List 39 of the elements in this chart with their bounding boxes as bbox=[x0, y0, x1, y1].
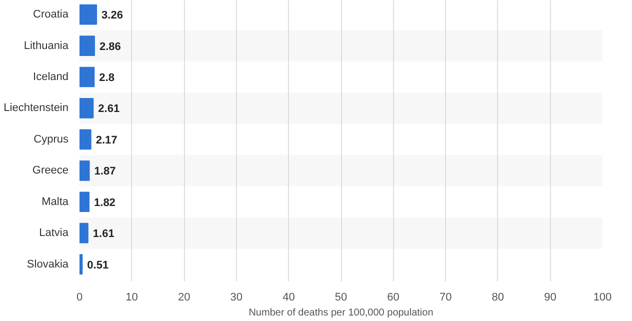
bar bbox=[80, 254, 83, 275]
data-label: 2.8 bbox=[99, 72, 114, 84]
bar bbox=[80, 222, 88, 244]
y-tick-label: Greece bbox=[32, 164, 69, 177]
x-tick-label: 20 bbox=[178, 292, 190, 304]
y-tick-label: Lithuania bbox=[24, 40, 70, 52]
data-label: 2.61 bbox=[98, 103, 120, 116]
bar bbox=[80, 192, 90, 212]
data-label: 2.86 bbox=[99, 40, 121, 53]
x-tick-label: 60 bbox=[387, 292, 400, 304]
x-tick-label: 0 bbox=[76, 292, 83, 304]
y-tick-label: Cyprus bbox=[34, 133, 69, 146]
data-label: 2.17 bbox=[96, 134, 118, 146]
x-tick-label: 70 bbox=[439, 292, 452, 304]
bar bbox=[80, 129, 92, 150]
x-tick-label: 50 bbox=[334, 292, 348, 304]
y-tick-label: Malta bbox=[42, 196, 70, 208]
data-label: 1.61 bbox=[92, 228, 114, 240]
y-tick-label: Liechtenstein bbox=[4, 102, 69, 114]
x-tick-label: 90 bbox=[544, 292, 556, 304]
y-tick-label: Iceland bbox=[33, 70, 69, 83]
data-label: 0.51 bbox=[87, 259, 109, 272]
bar bbox=[80, 36, 95, 56]
data-label: 3.26 bbox=[102, 10, 123, 22]
bar bbox=[80, 160, 90, 181]
y-tick-label: Slovakia bbox=[26, 258, 70, 270]
bar bbox=[80, 98, 94, 118]
x-tick-label: 10 bbox=[126, 292, 138, 304]
data-label: 1.87 bbox=[94, 166, 116, 178]
y-tick-label: Latvia bbox=[39, 227, 70, 240]
x-axis-title: Number of deaths per 100,000 population bbox=[248, 308, 434, 318]
x-tick-label: 40 bbox=[282, 292, 295, 304]
x-tick-label: 30 bbox=[230, 292, 243, 304]
x-tick-label: 80 bbox=[492, 292, 504, 304]
x-tick-label: 100 bbox=[593, 292, 612, 304]
y-tick-label: Croatia bbox=[33, 8, 70, 21]
bar bbox=[80, 4, 98, 25]
data-label: 1.82 bbox=[94, 196, 116, 209]
bar bbox=[80, 66, 95, 88]
